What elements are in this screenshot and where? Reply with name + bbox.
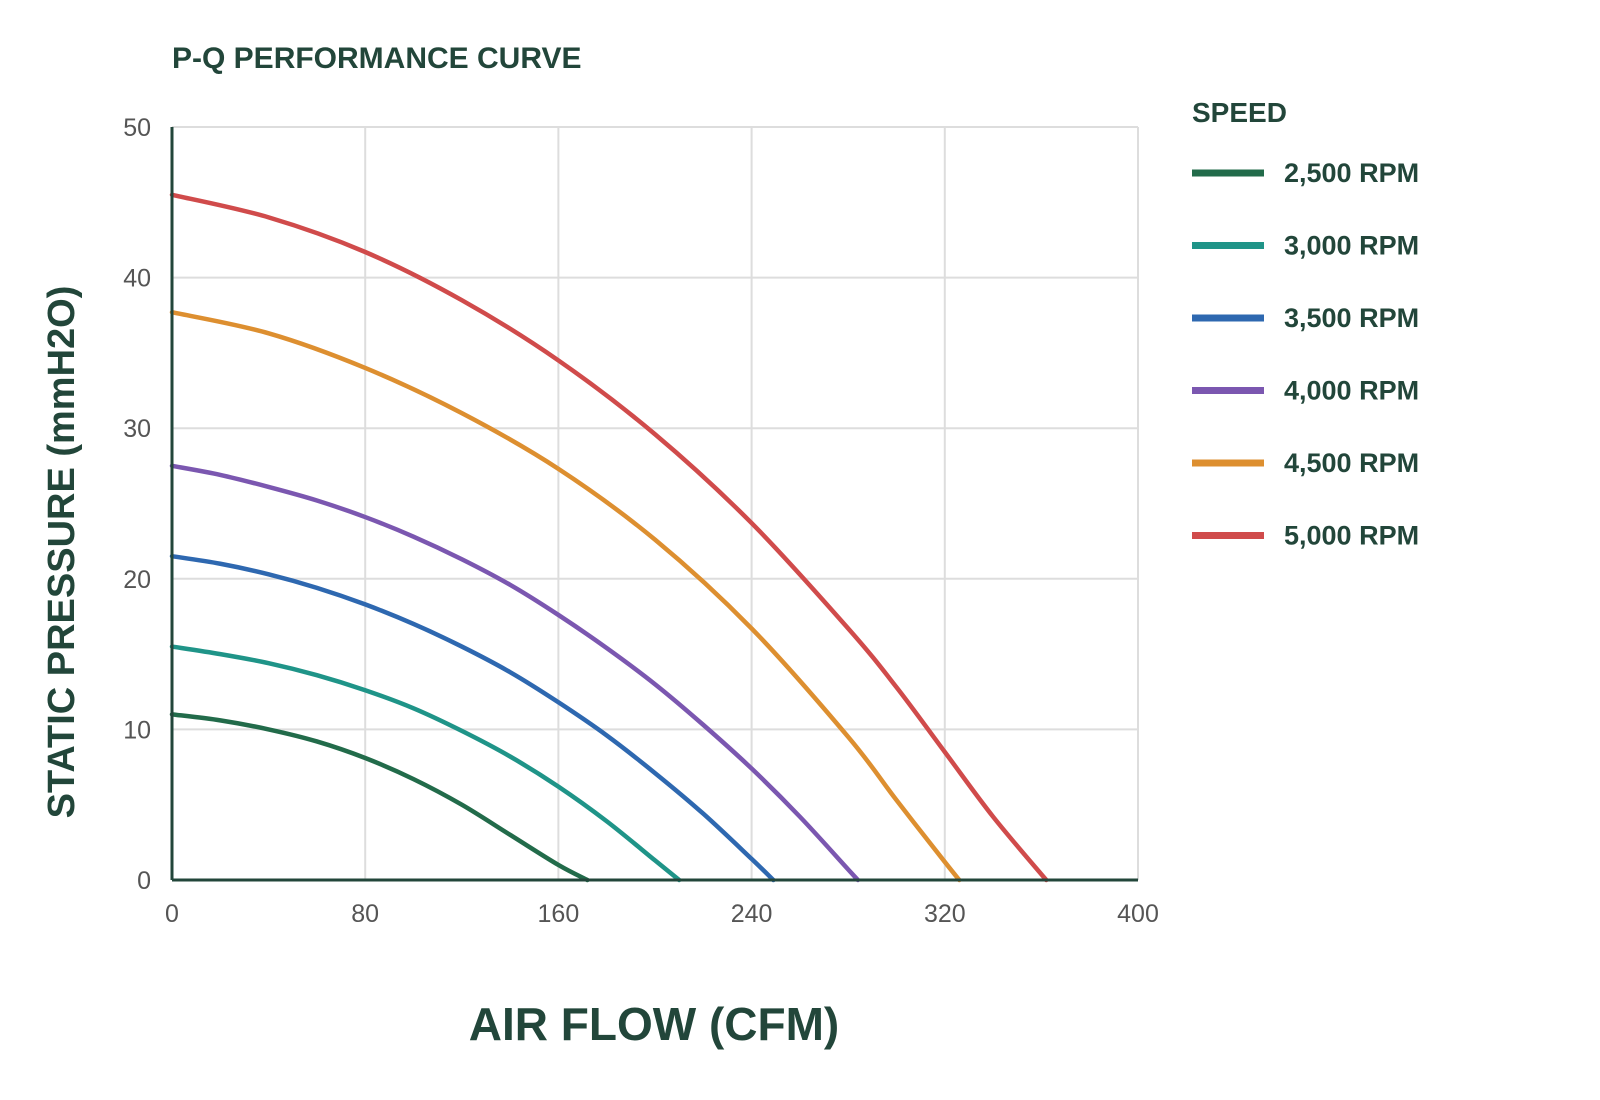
y-tick-label: 20 (123, 566, 151, 594)
x-tick-label: 0 (165, 900, 179, 928)
series-line-4-500-rpm (169, 309, 962, 883)
y-tick-labels: 0 10 20 30 40 50 (123, 114, 151, 895)
y-tick-label: 0 (137, 867, 151, 895)
legend-item: 5,000 RPM (1192, 521, 1419, 551)
x-tick-label: 240 (731, 900, 773, 928)
legend-item: 4,000 RPM (1192, 376, 1419, 406)
legend-title: SPEED (1192, 97, 1287, 128)
series-line-4-000-rpm (169, 463, 861, 883)
series-lines (169, 192, 1049, 883)
legend-items: 2,500 RPM 3,000 RPM 3,500 RPM 4,000 RPM 4,50… (1192, 158, 1419, 551)
x-tick-label: 160 (538, 900, 580, 928)
series-line-2-500-rpm (169, 712, 590, 883)
series-line-3-500-rpm (169, 553, 776, 883)
x-tick-labels: 0 80 160 240 320 400 (165, 900, 1159, 928)
legend-label: 3,500 RPM (1284, 303, 1419, 333)
legend-item: 3,000 RPM (1192, 231, 1419, 261)
legend-label: 4,500 RPM (1284, 448, 1419, 478)
y-tick-label: 50 (123, 114, 151, 142)
legend-label: 2,500 RPM (1284, 158, 1419, 188)
chart-title: P-Q PERFORMANCE CURVE (172, 42, 581, 75)
legend: SPEED 2,500 RPM 3,000 RPM 3,500 RPM 4,000 R… (1192, 97, 1419, 551)
legend-label: 5,000 RPM (1284, 521, 1419, 551)
series-line-5-000-rpm (169, 192, 1049, 883)
x-tick-label: 80 (351, 900, 379, 928)
series-line-3-000-rpm (169, 644, 682, 883)
x-axis-title: AIR FLOW (CFM) (469, 998, 839, 1050)
y-tick-label: 10 (123, 716, 151, 744)
y-tick-label: 40 (123, 265, 151, 293)
legend-item: 4,500 RPM (1192, 448, 1419, 478)
legend-label: 3,000 RPM (1284, 231, 1419, 261)
legend-label: 4,000 RPM (1284, 376, 1419, 406)
x-tick-label: 400 (1117, 900, 1159, 928)
axes (170, 127, 1138, 882)
grid-lines (172, 126, 1139, 880)
y-axis-title: STATIC PRESSURE (mmH2O) (41, 286, 83, 819)
legend-item: 3,500 RPM (1192, 303, 1419, 333)
legend-item: 2,500 RPM (1192, 158, 1419, 188)
x-tick-label: 320 (924, 900, 966, 928)
y-tick-label: 30 (123, 415, 151, 443)
